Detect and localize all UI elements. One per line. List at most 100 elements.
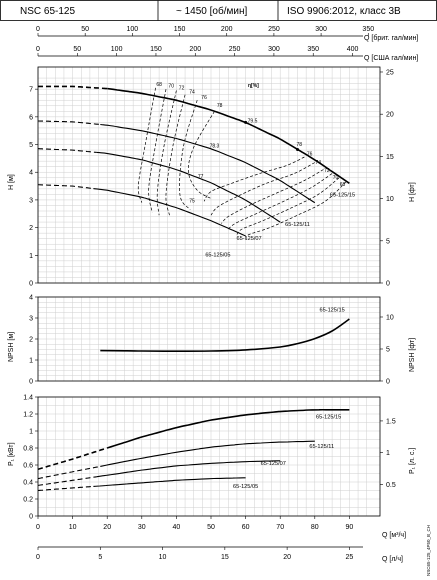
document-code: NSC65-125_4P50_B_CH xyxy=(426,525,431,576)
head-curve-65-125-07 xyxy=(96,151,281,223)
head-marker-0 xyxy=(244,120,248,124)
efficiency-isoline-9 xyxy=(228,173,333,230)
tick-label-q-us: 100 xyxy=(111,46,123,53)
efficiency-isoline-10 xyxy=(236,177,340,235)
tick-label-q-brit: 100 xyxy=(127,26,139,33)
tick-label-q-m3h: 0 xyxy=(36,524,40,531)
efficiency-label: 72 xyxy=(179,86,185,92)
power-curve-65-125-15 xyxy=(106,408,350,449)
npsh-curve-65-125-15 xyxy=(100,318,350,353)
tick-label-q-us: 350 xyxy=(307,46,319,53)
tick-label-q-brit: 250 xyxy=(268,26,280,33)
tick-label-head-right: 0 xyxy=(386,281,390,288)
head-curve-65-125-05 xyxy=(93,188,246,237)
head-marker-1 xyxy=(296,148,299,152)
efficiency-label: 78.3 xyxy=(210,143,220,149)
power-ylabel: P₁ [кВт] xyxy=(8,442,15,466)
tick-label-q-m3h: 70 xyxy=(276,524,284,531)
tick-label-power-left: 0.8 xyxy=(23,446,33,453)
tick-label-q-brit: 0 xyxy=(36,26,40,33)
head-curve-label: 65-125/07 xyxy=(236,236,261,242)
bottom-flow-axes: 0 10 20 30 40 50 60 70 80 90 0 5 10 15 20 25 Q [м³/ч] … xyxy=(36,516,406,563)
power-curve-label: 65-125/07 xyxy=(261,461,286,467)
npsh-y2label: NPSH [фт] xyxy=(409,338,416,372)
efficiency-isoline-11 xyxy=(245,181,347,239)
efficiency-isoline-2 xyxy=(156,90,177,216)
tick-label-power-left: 0.6 xyxy=(23,463,33,470)
efficiency-label: 79.5 xyxy=(248,118,258,124)
tick-label-power-right: 1 xyxy=(386,450,390,457)
efficiency-title: η[%] xyxy=(248,83,259,89)
tick-label-q-us: 150 xyxy=(150,46,162,53)
efficiency-label: 70 xyxy=(168,83,174,89)
tick-label-head-right: 5 xyxy=(386,238,390,245)
efficiency-isoline-4 xyxy=(179,100,198,210)
head-curve-65-125-11-dashed xyxy=(37,120,101,126)
tick-label-q-m3h: 50 xyxy=(207,524,215,531)
tick-label-q-us: 50 xyxy=(73,46,81,53)
tick-label-q-brit: 300 xyxy=(315,26,327,33)
power-curve-65-125-05-dashed xyxy=(37,485,94,492)
power-curve-label: 65-125/05 xyxy=(233,484,258,490)
tick-label-q-m3h: 80 xyxy=(311,524,319,531)
tick-label-q-brit: 200 xyxy=(221,26,233,33)
tick-label-power-left: 1 xyxy=(29,429,33,436)
tick-label-q-ls: 20 xyxy=(283,554,291,561)
axis-label-q-brit: Q [брит. гал/мин] xyxy=(364,34,418,42)
tick-label-q-ls: 0 xyxy=(36,554,40,561)
axis-label-q-m3h: Q [м³/ч] xyxy=(382,532,406,539)
tick-label-q-us: 0 xyxy=(36,46,40,53)
power-curve-65-125-05 xyxy=(93,477,246,487)
tick-label-head-left: 6 xyxy=(29,114,33,121)
tick-label-head-left: 5 xyxy=(29,142,33,149)
tick-label-power-left: 0 xyxy=(29,514,33,521)
power-panel: 0 0.2 0.4 0.6 0.8 1 1.2 1.4 0.5 1 1.5 65-125/15 65-… xyxy=(8,395,416,521)
efficiency-label: 70 xyxy=(333,175,339,181)
tick-label-head-left: 4 xyxy=(29,170,33,177)
head-curve-label: 65-125/05 xyxy=(205,253,230,259)
efficiency-label: 75 xyxy=(189,199,195,205)
efficiency-label: 68 xyxy=(340,182,346,188)
tick-label-head-left: 3 xyxy=(29,197,33,204)
npsh-panel: 0 1 2 3 4 0 5 10 65-125/15 NPSH [м] NPSH [фт] xyxy=(8,295,416,386)
power-curve-label: 65-125/11 xyxy=(309,444,334,450)
power-curve-65-125-15-dashed xyxy=(37,447,108,471)
power-curve-label: 65-125/15 xyxy=(316,414,341,420)
tick-label-q-us: 300 xyxy=(268,46,280,53)
head-curve-label: 65-125/11 xyxy=(285,222,310,228)
tick-label-npsh-right: 10 xyxy=(386,314,394,321)
head-y2label: H [фт] xyxy=(409,182,416,202)
head-curve-65-125-11 xyxy=(100,123,316,204)
tick-label-q-us: 200 xyxy=(189,46,201,53)
tick-label-head-right: 10 xyxy=(386,196,394,203)
model-name: NSC 65-125 xyxy=(20,6,75,17)
efficiency-isoline-1 xyxy=(148,89,167,213)
tick-label-power-left: 0.2 xyxy=(23,497,33,504)
tick-label-q-brit: 50 xyxy=(81,26,89,33)
tick-label-head-right: 20 xyxy=(386,112,394,119)
head-curve-label: 65-125/15 xyxy=(330,193,355,199)
tick-label-power-left: 1.2 xyxy=(23,412,33,419)
efficiency-label: 68 xyxy=(156,82,162,88)
power-curve-65-125-07-dashed xyxy=(37,476,97,486)
efficiency-label: 74 xyxy=(315,160,321,166)
tick-label-q-m3h: 40 xyxy=(173,524,181,531)
efficiency-label: 77 xyxy=(198,174,204,180)
tick-label-head-left: 7 xyxy=(29,87,33,94)
tick-label-q-us: 400 xyxy=(347,46,359,53)
head-curve-65-125-05-dashed xyxy=(37,184,94,190)
tick-label-npsh-left: 2 xyxy=(29,337,33,344)
tick-label-q-m3h: 60 xyxy=(242,524,250,531)
efficiency-isoline-6 xyxy=(203,156,305,202)
speed-label: ~ 1450 [об/мин] xyxy=(176,5,247,17)
tick-label-q-m3h: 90 xyxy=(346,524,354,531)
efficiency-label: 72 xyxy=(324,168,330,174)
tick-label-q-m3h: 30 xyxy=(138,524,146,531)
power-curve-65-125-11-dashed xyxy=(37,465,101,480)
top-flow-axes: 0 50 100 150 200 250 300 350 0 50 100 150 200 250 300… xyxy=(36,26,418,62)
npsh-ylabel: NPSH [м] xyxy=(8,332,15,362)
efficiency-label: 78 xyxy=(296,142,302,148)
